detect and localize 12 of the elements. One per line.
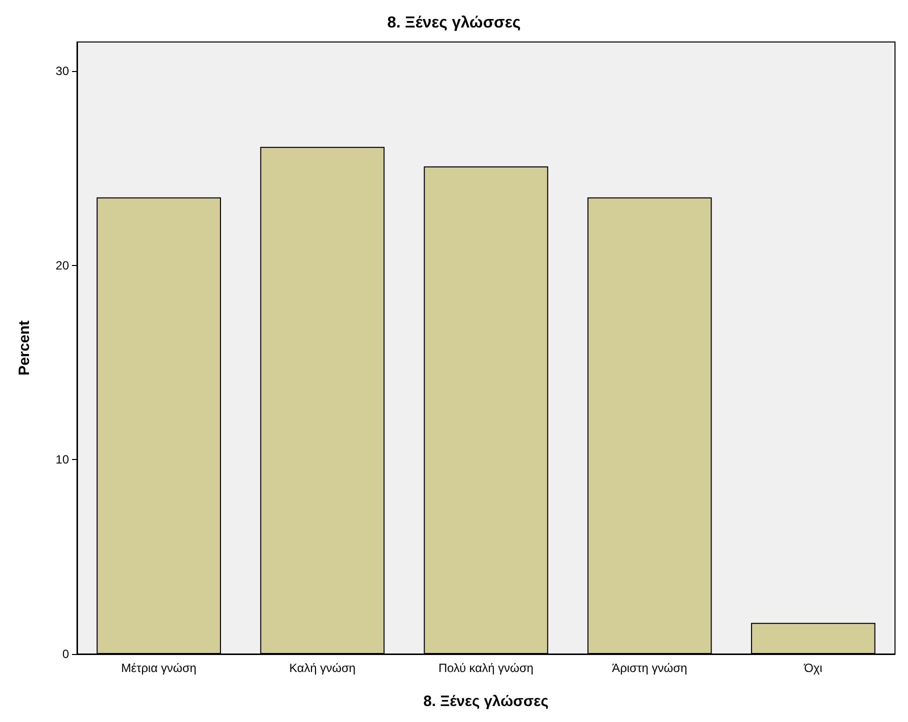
y-tick-label: 0 bbox=[62, 647, 70, 661]
x-tick-label: Καλή γνώση bbox=[289, 661, 356, 675]
x-axis-title: 8. Ξένες γλώσσες bbox=[423, 693, 549, 710]
y-tick-label: 10 bbox=[56, 452, 70, 467]
x-tick-label: Όχι bbox=[803, 661, 823, 675]
x-tick-label: Άριστη γνώση bbox=[612, 661, 688, 675]
x-tick-label: Μέτρια γνώση bbox=[121, 661, 196, 675]
y-tick-label: 30 bbox=[56, 64, 70, 78]
x-tick-label: Πολύ καλή γνώση bbox=[438, 661, 534, 675]
y-axis-title: Percent bbox=[16, 320, 33, 376]
chart-title: 8. Ξένες γλώσσες bbox=[387, 14, 521, 32]
y-tick-label: 20 bbox=[56, 258, 70, 272]
